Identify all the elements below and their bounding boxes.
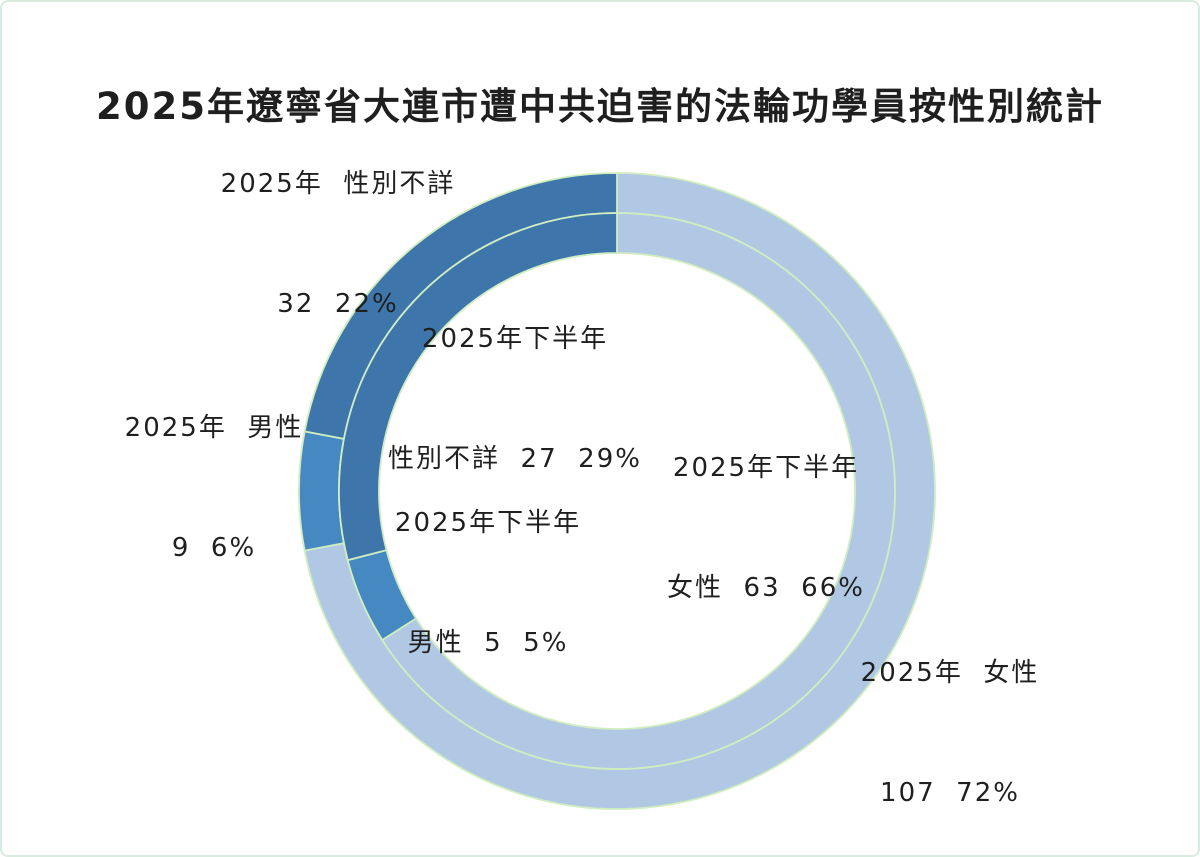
callout-line1: 2025年 男性 (124, 413, 304, 443)
callout-line1: 2025年 性別不詳 (220, 169, 456, 199)
callout-line2: 9 6% (171, 533, 257, 563)
outer-ring-male-segment (298, 430, 345, 552)
inner-ring-female-segment (381, 212, 896, 770)
callout-2025h2-unknown: 2025年下半年 性別不詳 27 29% (388, 239, 642, 559)
callout-2025h2-male: 2025年下半年 男性 5 5% (395, 423, 581, 743)
chart-title: 2025年遼寧省大連市遭中共迫害的法輪功學員按性別統計 (96, 85, 1104, 128)
callout-line1: 2025年下半年 (394, 508, 582, 538)
callout-line2: 107 72% (880, 778, 1020, 808)
callout-line2: 女性 63 66% (667, 573, 865, 603)
callout-line2: 男性 5 5% (407, 628, 569, 658)
callout-2025-unknown: 2025年 性別不詳 32 22% (221, 84, 456, 404)
callout-line1: 2025年下半年 (421, 324, 609, 354)
inner-ring-unknown-segment (338, 212, 618, 562)
callout-line2: 性別不詳 27 29% (388, 444, 642, 474)
callout-line2: 32 22% (277, 289, 399, 319)
callout-line1: 2025年 女性 (860, 658, 1040, 688)
callout-2025-female: 2025年 女性 107 72% (860, 573, 1040, 855)
callout-2025h2-female: 2025年下半年 女性 63 66% (667, 368, 865, 688)
callout-line1: 2025年下半年 (672, 453, 860, 483)
callout-2025-male: 2025年 男性 9 6% (125, 328, 304, 648)
